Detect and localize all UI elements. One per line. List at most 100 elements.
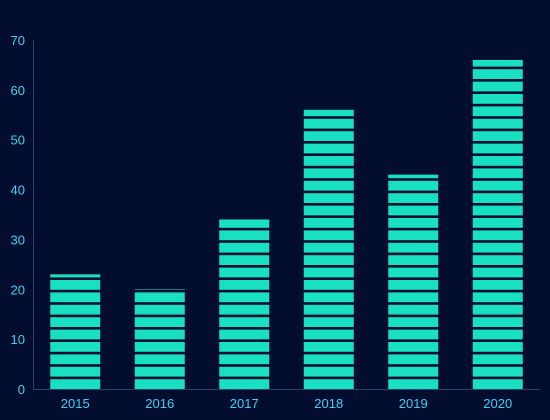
bar-segment xyxy=(303,168,354,179)
bar-segment xyxy=(472,94,523,104)
bar-segment xyxy=(303,230,354,241)
bar-segment xyxy=(472,366,523,377)
y-tick-label: 20 xyxy=(11,282,25,297)
y-tick-label: 40 xyxy=(11,183,25,198)
bar-segment xyxy=(472,230,523,241)
bar-segment xyxy=(219,219,270,228)
bar-segment xyxy=(388,329,439,340)
bar-segment xyxy=(219,329,270,340)
bar-segment xyxy=(472,304,523,315)
bar-segment xyxy=(134,329,185,340)
bar-segment xyxy=(303,267,354,278)
bar-segment xyxy=(472,81,523,92)
x-tick-label: 2015 xyxy=(61,396,90,411)
bar xyxy=(134,289,185,389)
bar-segment xyxy=(134,366,185,377)
bar-segment xyxy=(303,366,354,377)
bar-segment xyxy=(388,267,439,278)
bar xyxy=(388,174,439,389)
bar-segment xyxy=(388,242,439,253)
bar-segment xyxy=(219,342,270,352)
x-tick-label: 2020 xyxy=(483,396,512,411)
bar-segment xyxy=(472,106,523,117)
bar-segment xyxy=(388,174,439,179)
bar-segment xyxy=(303,292,354,303)
y-tick-label: 70 xyxy=(11,33,25,48)
bar-segment xyxy=(472,131,523,141)
bar-segment xyxy=(303,218,354,228)
y-tick-label: 30 xyxy=(11,232,25,247)
bar-segment xyxy=(219,255,270,265)
x-tick-label: 2016 xyxy=(145,396,174,411)
bar-segment xyxy=(472,118,523,129)
bar-segment xyxy=(388,218,439,228)
bar-segment xyxy=(472,205,523,216)
bar-segment xyxy=(388,230,439,241)
bar-segment xyxy=(219,267,270,278)
bar-segment xyxy=(219,366,270,377)
bar-segment xyxy=(472,59,523,67)
x-axis-ticks: 2015 2016 2017 2018 2019 2020 xyxy=(61,396,512,411)
bar-segment xyxy=(472,218,523,228)
bar-segment xyxy=(472,354,523,365)
bar-segment xyxy=(388,317,439,327)
bar-segment xyxy=(472,329,523,340)
x-tick-label: 2017 xyxy=(230,396,259,411)
bar-series xyxy=(50,59,523,389)
bar-segment xyxy=(388,292,439,303)
bar-segment xyxy=(134,317,185,327)
bar-segment xyxy=(134,354,185,365)
bar-segment xyxy=(303,109,354,117)
bar-segment xyxy=(219,280,270,290)
y-axis-ticks: 0 10 20 30 40 50 60 70 xyxy=(11,33,25,397)
bar-segment xyxy=(388,180,439,191)
bar-segment xyxy=(472,143,523,154)
bar-segment xyxy=(134,292,185,303)
bar-segment xyxy=(303,118,354,129)
bar-segment xyxy=(388,342,439,352)
x-tick-label: 2019 xyxy=(399,396,428,411)
bar-segment xyxy=(303,205,354,216)
bar-segment xyxy=(303,156,354,166)
bar-segment xyxy=(219,379,270,389)
bar-segment xyxy=(472,193,523,203)
bar-segment xyxy=(303,317,354,327)
bar-segment xyxy=(303,280,354,290)
bar xyxy=(303,109,354,389)
bar-segment xyxy=(50,342,101,352)
bar-segment xyxy=(50,366,101,377)
bar-segment xyxy=(303,329,354,340)
bar-segment xyxy=(303,193,354,203)
bar-segment xyxy=(472,255,523,265)
bar-segment xyxy=(303,242,354,253)
bar-segment xyxy=(134,379,185,389)
bar-segment xyxy=(472,156,523,166)
bar-segment xyxy=(219,354,270,365)
y-tick-label: 10 xyxy=(11,332,25,347)
bar-segment xyxy=(472,242,523,253)
bar-segment xyxy=(472,292,523,303)
bar-segment xyxy=(472,342,523,352)
bar-segment xyxy=(303,180,354,191)
bar-segment xyxy=(472,317,523,327)
bar-segment xyxy=(472,280,523,290)
bar-segment xyxy=(388,255,439,265)
bar-segment xyxy=(50,304,101,315)
bar-segment xyxy=(50,274,101,278)
x-tick-label: 2018 xyxy=(314,396,343,411)
bar-segment xyxy=(388,280,439,290)
bar-segment xyxy=(303,143,354,154)
bar xyxy=(50,274,101,389)
y-tick-label: 60 xyxy=(11,83,25,98)
bar-segment xyxy=(303,379,354,389)
bar-segment xyxy=(219,230,270,241)
bar-segment xyxy=(388,379,439,389)
bar-segment xyxy=(472,180,523,191)
bar-segment xyxy=(472,379,523,389)
bar-segment xyxy=(50,280,101,290)
bar-segment xyxy=(50,379,101,389)
bar-segment xyxy=(472,267,523,278)
bar-segment xyxy=(388,205,439,216)
bar-segment xyxy=(219,304,270,315)
